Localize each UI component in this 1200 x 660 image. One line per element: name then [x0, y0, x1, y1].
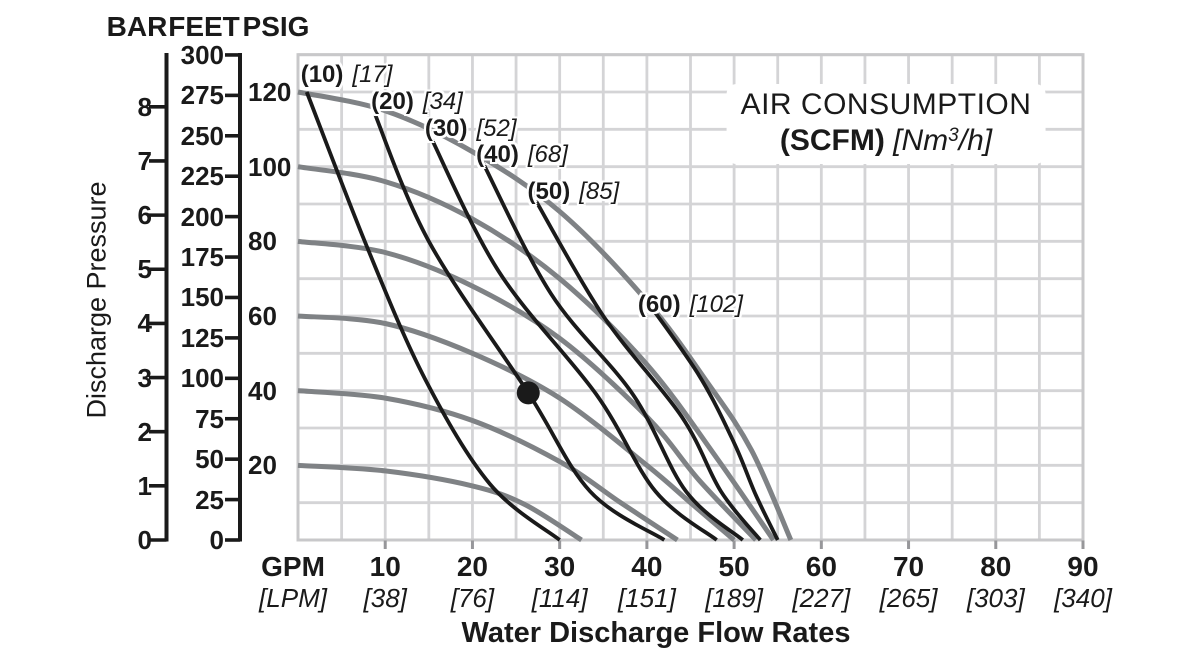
air-curve-(10)	[304, 91, 561, 542]
unit-header-feet: FEET	[168, 11, 240, 42]
x-axis-title: Water Discharge Flow Rates	[461, 617, 851, 649]
y-axis-title: Discharge Pressure	[81, 181, 112, 419]
air-curve-(30)	[427, 132, 718, 542]
unit-header-bar: BAR	[106, 11, 168, 42]
air-curve-(60)	[645, 299, 780, 541]
legend-title: AIR CONSUMPTION	[740, 88, 1032, 121]
x-axis-unit-lpm: [LPM]	[259, 583, 327, 613]
x-axis-unit-gpm: GPM	[261, 551, 325, 582]
air-curve-(40)	[479, 158, 745, 542]
air-curve-(50)	[531, 195, 762, 542]
pump-curve-40psig	[297, 388, 679, 543]
operating-point-dot	[516, 381, 540, 405]
pump-curve-80psig	[297, 238, 758, 542]
legend-scfm: (SCFM)	[779, 124, 885, 157]
air-consumption-legend: AIR CONSUMPTION (SCFM) [Nm3/h]	[726, 84, 1046, 164]
legend-units: (SCFM) [Nm3/h]	[741, 123, 1032, 158]
pump-curve-60psig	[297, 313, 736, 542]
air-curve-(20)	[370, 106, 666, 542]
pump-curve-120psig	[297, 89, 794, 541]
pump-curve-20psig	[297, 462, 583, 543]
pump-curve-100psig	[297, 164, 776, 542]
legend-nm3h: [Nm3/h]	[884, 124, 993, 157]
plot-border	[296, 53, 1085, 542]
unit-header-psig: PSIG	[242, 11, 310, 42]
